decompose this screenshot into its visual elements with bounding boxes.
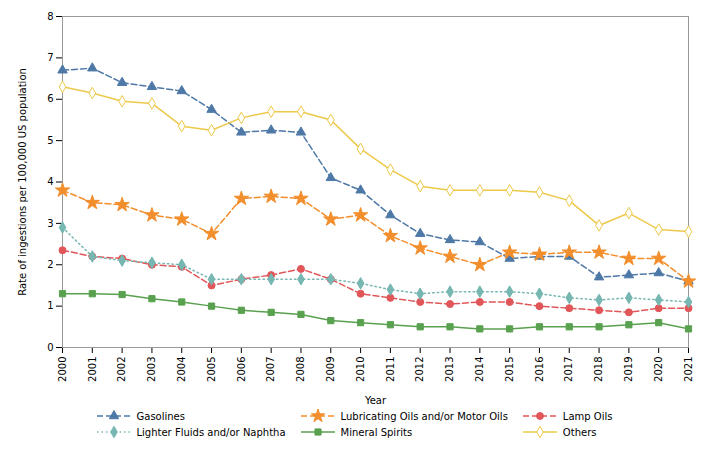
svg-text:2007: 2007	[265, 357, 276, 382]
html-text:Mineral Spirits: Mineral Spirits	[340, 426, 413, 438]
svg-text:2006: 2006	[236, 357, 247, 382]
html-text:Lighter Fluids and/or Naphtha: Lighter Fluids and/or Naphtha	[136, 426, 286, 438]
svg-text:2004: 2004	[176, 357, 187, 382]
svg-text:2010: 2010	[355, 357, 366, 382]
html-text:Others: Others	[562, 426, 597, 438]
svg-text:1: 1	[47, 300, 53, 311]
svg-text:2009: 2009	[325, 357, 336, 382]
svg-text:7: 7	[47, 52, 53, 63]
svg-text:2: 2	[47, 259, 53, 270]
svg-text:Year: Year	[364, 395, 387, 406]
svg-text:2013: 2013	[444, 357, 455, 382]
svg-text:2017: 2017	[563, 357, 574, 382]
svg-text:2000: 2000	[57, 357, 68, 382]
svg-text:Rate of ingestions per 100,000: Rate of ingestions per 100,000 US popula…	[17, 68, 28, 296]
svg-text:2002: 2002	[116, 357, 127, 382]
svg-text:2011: 2011	[385, 357, 396, 382]
svg-text:2018: 2018	[593, 357, 604, 382]
svg-text:2015: 2015	[504, 357, 515, 382]
svg-text:6: 6	[47, 93, 53, 104]
svg-text:2014: 2014	[474, 357, 485, 382]
html-text:Gasolines: Gasolines	[136, 410, 185, 422]
svg-text:2008: 2008	[295, 357, 306, 382]
html-text:Lamp Oils: Lamp Oils	[562, 410, 613, 422]
svg-text:2003: 2003	[146, 357, 157, 382]
svg-text:8: 8	[47, 11, 53, 22]
svg-text:2016: 2016	[534, 357, 545, 382]
svg-text:0: 0	[47, 342, 53, 353]
html-text:Lubricating Oils and/or Motor: Lubricating Oils and/or Motor Oils	[340, 410, 508, 422]
svg-text:2001: 2001	[87, 357, 98, 382]
svg-text:2020: 2020	[653, 357, 664, 382]
svg-text:2012: 2012	[414, 357, 425, 382]
svg-text:3: 3	[47, 218, 53, 229]
svg-text:2021: 2021	[683, 357, 694, 382]
svg-text:2005: 2005	[206, 357, 217, 382]
svg-text:5: 5	[47, 135, 53, 146]
svg-text:2019: 2019	[623, 357, 634, 382]
svg-text:4: 4	[47, 176, 53, 187]
